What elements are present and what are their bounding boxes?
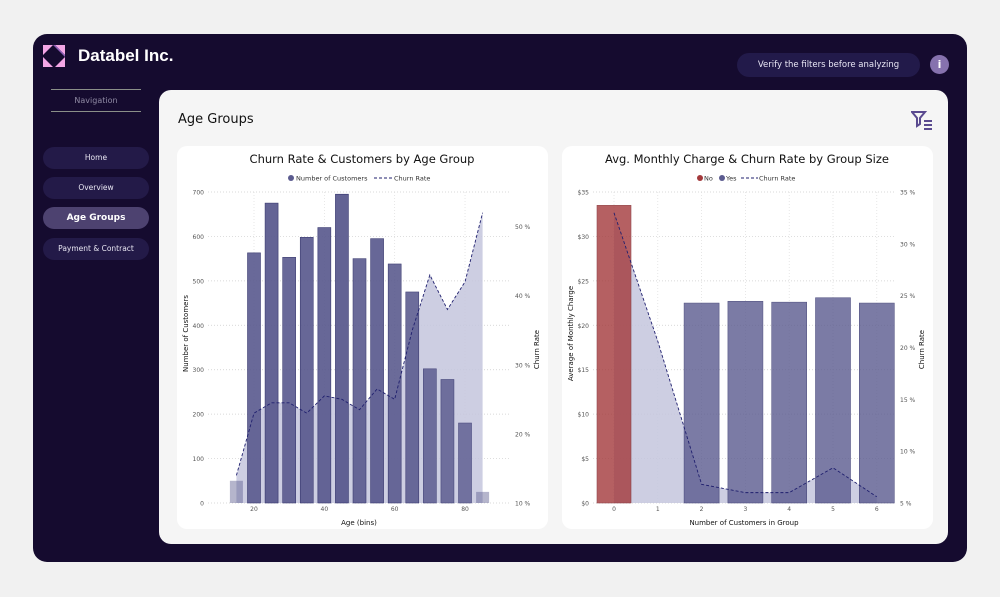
yes-bar bbox=[771, 301, 807, 504]
filter-notice: Verify the filters before analyzing bbox=[737, 53, 920, 77]
logo-icon bbox=[43, 45, 65, 67]
x-tick-label: 2 bbox=[700, 506, 704, 513]
customer-count-bar bbox=[423, 368, 437, 504]
y2-tick-label: 5 % bbox=[900, 501, 912, 508]
y-tick-label: $0 bbox=[581, 501, 589, 508]
nav-overview-button[interactable]: Overview bbox=[43, 177, 149, 199]
x-tick-label: 60 bbox=[391, 506, 399, 513]
chart-title: Churn Rate & Customers by Age Group bbox=[250, 152, 475, 166]
x-tick-label: 4 bbox=[787, 506, 791, 513]
x-axis-label: Number of Customers in Group bbox=[689, 519, 799, 527]
y-tick-label: 500 bbox=[193, 278, 205, 285]
x-tick-label: 1 bbox=[656, 506, 660, 513]
customer-count-bar bbox=[299, 237, 314, 504]
legend-churn-label: Churn Rate bbox=[759, 175, 795, 183]
y2-tick-label: 40 % bbox=[515, 293, 531, 300]
brand-name: Databel Inc. bbox=[78, 46, 174, 65]
churn-rate-line bbox=[235, 212, 484, 476]
x-axis-label: Age (bins) bbox=[341, 519, 377, 527]
app-frame: Databel Inc. Navigation Home Overview Ag… bbox=[33, 34, 967, 562]
y2-axis-label: Churn Rate bbox=[918, 330, 926, 369]
y-axis-label: Average of Monthly Charge bbox=[567, 286, 575, 381]
legend-yes-marker bbox=[719, 175, 725, 181]
nav-home-button[interactable]: Home bbox=[43, 147, 149, 169]
yes-bar bbox=[683, 302, 720, 504]
customer-count-bar bbox=[264, 202, 279, 504]
legend-yes-label: Yes bbox=[725, 175, 737, 183]
group-size-chart-card: Avg. Monthly Charge & Churn Rate by Grou… bbox=[562, 146, 933, 529]
y2-tick-label: 35 % bbox=[900, 190, 916, 197]
legend-customers-marker bbox=[288, 175, 294, 181]
chart-title: Avg. Monthly Charge & Churn Rate by Grou… bbox=[605, 152, 889, 166]
customer-count-bar bbox=[370, 238, 384, 504]
filter-icon[interactable] bbox=[911, 110, 933, 130]
y2-tick-label: 30 % bbox=[900, 241, 916, 248]
info-button[interactable]: i bbox=[930, 55, 949, 74]
group-size-chart: Avg. Monthly Charge & Churn Rate by Grou… bbox=[567, 152, 926, 527]
customer-count-bar bbox=[317, 227, 332, 504]
churn-rate-area bbox=[236, 212, 483, 503]
y-tick-label: $30 bbox=[578, 234, 590, 241]
x-tick-label: 40 bbox=[321, 506, 329, 513]
y2-tick-label: 20 % bbox=[515, 431, 531, 438]
y-tick-label: 200 bbox=[193, 412, 205, 419]
y2-axis-label: Churn Rate bbox=[533, 330, 541, 369]
y-axis-label: Number of Customers bbox=[182, 295, 190, 372]
navigation-heading: Navigation bbox=[51, 89, 141, 112]
customer-count-bar bbox=[440, 379, 455, 504]
y2-tick-label: 15 % bbox=[900, 397, 916, 404]
y2-tick-label: 50 % bbox=[515, 224, 531, 231]
y-tick-label: $5 bbox=[581, 456, 589, 463]
y2-tick-label: 30 % bbox=[515, 362, 531, 369]
age-group-chart: Churn Rate & Customers by Age Group Numbe… bbox=[182, 152, 541, 527]
y2-tick-label: 10 % bbox=[900, 449, 916, 456]
x-tick-label: 20 bbox=[250, 506, 258, 513]
legend-no-marker bbox=[697, 175, 703, 181]
y-tick-label: 600 bbox=[193, 234, 205, 241]
y2-tick-label: 25 % bbox=[900, 293, 916, 300]
y-tick-label: $25 bbox=[578, 278, 590, 285]
customer-count-bar bbox=[335, 193, 349, 504]
y-tick-label: $10 bbox=[578, 412, 590, 419]
y-tick-label: 400 bbox=[193, 323, 205, 330]
yes-bar bbox=[727, 300, 764, 504]
customer-count-bar bbox=[476, 491, 490, 503]
age-group-chart-card: Churn Rate & Customers by Age Group Numbe… bbox=[177, 146, 548, 529]
customer-count-bar bbox=[282, 257, 296, 504]
y-tick-label: 300 bbox=[193, 367, 205, 374]
y-tick-label: $35 bbox=[578, 190, 590, 197]
customer-count-bar bbox=[229, 480, 243, 503]
y2-tick-label: 20 % bbox=[900, 345, 916, 352]
y-tick-label: 700 bbox=[193, 190, 205, 197]
y-tick-label: 100 bbox=[193, 456, 205, 463]
x-tick-label: 0 bbox=[612, 506, 616, 513]
customer-count-bar bbox=[352, 258, 367, 504]
customer-count-bar bbox=[458, 422, 472, 504]
x-tick-label: 6 bbox=[875, 506, 879, 513]
page-title: Age Groups bbox=[178, 112, 254, 127]
customer-count-bar bbox=[405, 291, 420, 504]
nav-payment-contract-button[interactable]: Payment & Contract bbox=[43, 238, 149, 260]
churn-rate-area bbox=[614, 212, 877, 503]
y-tick-label: $15 bbox=[578, 367, 590, 374]
legend-no-label: No bbox=[704, 175, 713, 183]
y-tick-label: 0 bbox=[200, 501, 204, 508]
customer-count-bar bbox=[387, 263, 402, 504]
y-tick-label: $20 bbox=[578, 323, 590, 330]
legend-churn-label: Churn Rate bbox=[394, 175, 430, 183]
nav-age-groups-button[interactable]: Age Groups bbox=[43, 207, 149, 229]
yes-bar bbox=[858, 302, 895, 504]
yes-bar bbox=[815, 297, 851, 504]
y2-tick-label: 10 % bbox=[515, 501, 531, 508]
content-panel: Age Groups Churn Rate & Customers by Age… bbox=[159, 90, 948, 544]
churn-rate-line bbox=[613, 212, 878, 498]
no-bar bbox=[596, 205, 632, 504]
x-tick-label: 80 bbox=[461, 506, 469, 513]
customer-count-bar bbox=[247, 252, 261, 504]
x-tick-label: 3 bbox=[743, 506, 747, 513]
legend-customers-label: Number of Customers bbox=[296, 175, 368, 183]
x-tick-label: 5 bbox=[831, 506, 835, 513]
